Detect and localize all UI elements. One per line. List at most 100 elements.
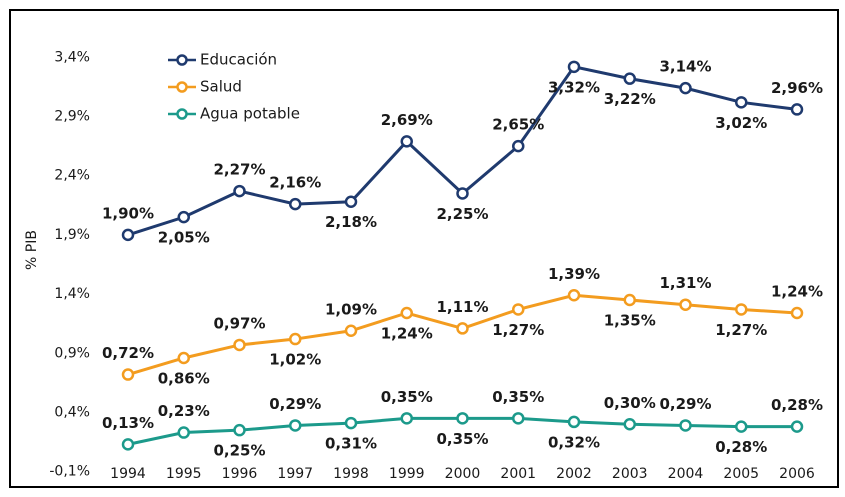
point [233,338,246,352]
legend-marker [176,54,188,66]
value-label: 0,32% [548,433,600,451]
point [400,306,413,320]
value-label: 3,14% [659,58,711,76]
value-label: 1,11% [436,298,488,316]
x-tick-label: 2005 [723,466,759,482]
y-tick-label: 2,4% [54,168,90,184]
value-label: 0,35% [492,388,544,406]
x-tick-label: 2003 [612,466,648,482]
point [289,419,302,432]
value-label: 2,25% [436,205,488,223]
point [679,81,692,95]
legend-label: Educación [200,51,277,69]
x-tick-label: 2002 [556,466,592,482]
point [735,96,748,109]
x-tick-label: 1995 [166,466,202,482]
point [344,324,358,338]
value-label: 0,25% [213,442,265,460]
value-label: 0,28% [771,396,823,414]
point [121,368,135,381]
point [512,412,525,425]
point [623,418,636,431]
frame [9,9,839,488]
value-label: 2,27% [213,161,265,179]
point [735,303,748,316]
value-label: 3,22% [604,90,656,108]
legend-label: Agua potable [200,105,300,123]
point [567,289,581,302]
point [679,419,692,432]
value-label: 0,28% [715,438,767,456]
x-tick-label: 2001 [500,466,536,482]
value-label: 0,30% [604,394,656,412]
x-tick-label: 2004 [668,466,704,482]
value-label: 1,39% [548,265,600,283]
value-label: 2,18% [325,213,377,231]
value-label: 1,27% [715,321,767,339]
x-tick-label: 1997 [277,466,313,482]
point [735,420,748,433]
point [233,184,246,198]
legend-marker [176,108,188,120]
value-label: 1,31% [659,274,711,292]
value-label: 3,02% [715,114,767,132]
x-tick-label: 1998 [333,466,369,482]
value-label: 2,16% [269,174,321,192]
point [512,303,525,316]
point [344,416,358,430]
value-label: 2,65% [492,116,544,134]
x-tick-label: 1996 [222,466,258,482]
legend-marker [176,81,188,93]
point [177,210,190,224]
value-label: 0,13% [102,414,154,432]
y-axis-label: % PIB [24,230,40,270]
x-tick-label: 2000 [445,466,481,482]
value-label: 0,72% [102,344,154,362]
point [679,298,692,311]
point [623,72,636,85]
value-label: 1,24% [381,325,433,343]
value-label: 1,90% [102,204,154,222]
value-label: 0,31% [325,435,377,453]
value-label: 1,24% [771,283,823,301]
x-tick-label: 1999 [389,466,425,482]
value-label: 0,97% [213,314,265,332]
point [400,135,413,148]
value-label: 2,69% [381,111,433,129]
value-label: 0,86% [158,369,210,387]
legend-label: Salud [200,78,242,96]
point [790,420,804,433]
y-tick-label: 1,9% [54,227,90,243]
y-tick-label: -0,1% [49,464,90,480]
point [233,423,246,437]
y-tick-label: 1,4% [54,286,90,302]
point [400,412,413,425]
point [790,306,804,320]
value-label: 0,29% [269,395,321,413]
y-tick-label: 0,9% [54,345,90,361]
y-tick-label: 3,4% [54,49,90,65]
point [456,322,469,335]
point [121,228,135,242]
point [623,293,636,307]
value-label: 0,23% [158,402,210,420]
value-label: 2,05% [158,229,210,247]
value-label: 0,35% [381,388,433,406]
point [121,438,135,451]
point [177,351,190,365]
value-label: 3,32% [548,78,600,96]
point [177,426,190,439]
value-label: 1,35% [604,311,656,329]
point [289,332,302,346]
point [456,187,469,200]
x-tick-label: 2006 [779,466,815,482]
value-label: 0,29% [659,395,711,413]
value-label: 0,35% [436,430,488,448]
point [289,197,302,211]
point [790,103,804,116]
value-label: 1,27% [492,321,544,339]
point [512,139,525,153]
point [567,415,581,429]
point [344,195,358,208]
